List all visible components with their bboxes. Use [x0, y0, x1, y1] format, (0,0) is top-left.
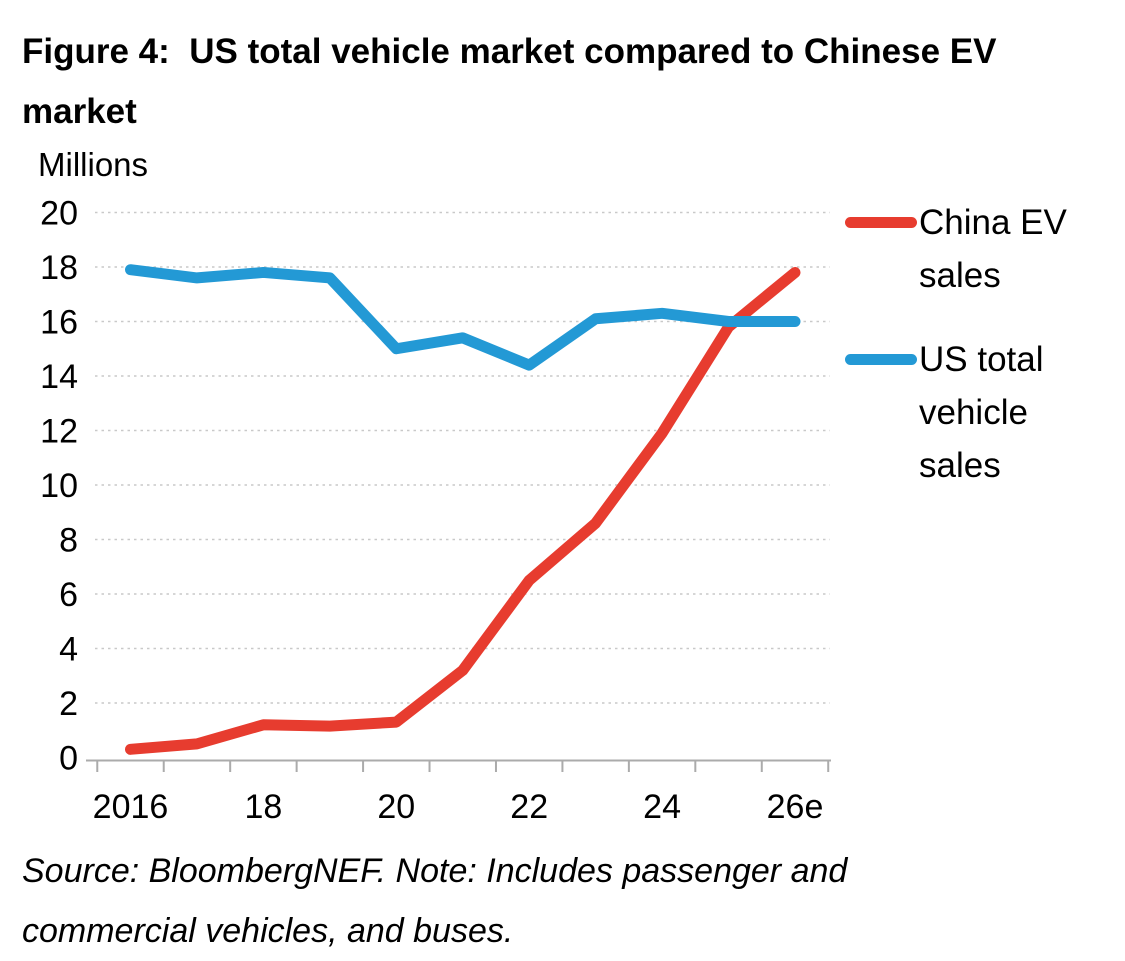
figure-title: Figure 4: US total vehicle market compar… — [22, 32, 1007, 131]
legend-label-china-ev: China EV sales — [919, 203, 1067, 295]
x-tick-label: 24 — [643, 788, 681, 826]
x-tick-label: 22 — [510, 788, 548, 826]
y-tick-label: 8 — [59, 522, 78, 560]
y-tick-label: 2 — [59, 685, 78, 723]
source-note: Source: BloombergNEF. Note: Includes pas… — [22, 852, 848, 950]
y-tick-label: 6 — [59, 576, 78, 614]
legend-item-china-ev: China EV sales — [845, 196, 1104, 302]
series-line-china-ev-sales — [125, 266, 801, 755]
legend-label-us-total: US total vehicle sales — [919, 340, 1044, 485]
y-axis-unit-label: Millions — [38, 146, 149, 183]
y-tick-label: 14 — [40, 358, 78, 396]
y-tick-label: 18 — [40, 249, 78, 287]
x-tick-label: 20 — [377, 788, 415, 826]
y-tick-label: 20 — [40, 195, 78, 233]
y-tick-label: 0 — [59, 740, 78, 778]
y-tick-label: 4 — [59, 631, 78, 669]
legend-swatch-china-ev — [845, 217, 917, 228]
x-tick-label: 26e — [767, 788, 824, 826]
x-tick-label: 18 — [244, 788, 282, 826]
y-tick-label: 12 — [40, 413, 78, 451]
legend-swatch-us-total — [845, 354, 917, 365]
legend-item-us-total: US total vehicle sales — [845, 333, 1104, 492]
x-tick-label: 2016 — [93, 788, 169, 826]
series-line-us-total-vehicle-sales — [125, 264, 801, 371]
y-tick-label: 16 — [40, 304, 78, 342]
y-tick-label: 10 — [40, 467, 78, 505]
